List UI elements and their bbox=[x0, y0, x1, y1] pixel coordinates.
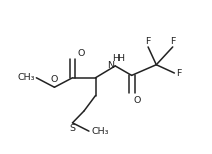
Text: O: O bbox=[77, 49, 85, 58]
Text: O: O bbox=[133, 95, 141, 105]
Text: F: F bbox=[176, 69, 181, 77]
Text: H: H bbox=[117, 54, 124, 63]
Text: F: F bbox=[145, 37, 151, 46]
Text: O: O bbox=[51, 75, 58, 84]
Text: CH₃: CH₃ bbox=[17, 73, 35, 82]
Text: H: H bbox=[112, 54, 119, 63]
Text: CH₃: CH₃ bbox=[91, 127, 109, 136]
Text: S: S bbox=[70, 124, 75, 133]
Text: F: F bbox=[170, 37, 175, 46]
Text: N: N bbox=[107, 61, 114, 70]
